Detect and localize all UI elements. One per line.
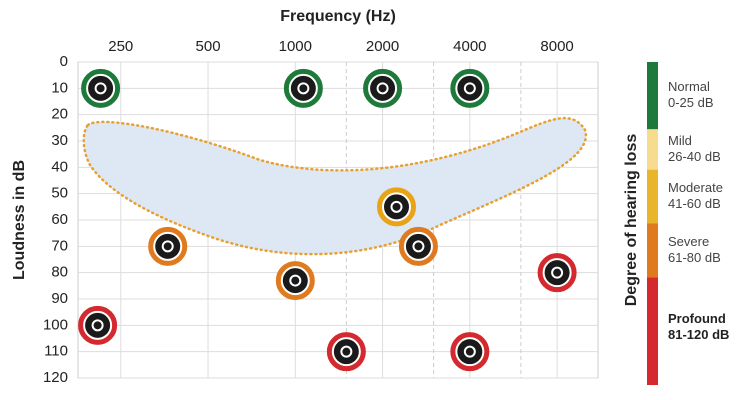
y-tick-label: 110 bbox=[44, 343, 68, 360]
sound-icon bbox=[377, 187, 417, 227]
icon-glyph bbox=[463, 82, 476, 95]
y-tick-label: 60 bbox=[51, 211, 68, 228]
icon-body bbox=[457, 75, 483, 101]
sound-icon bbox=[450, 68, 490, 108]
icon-body bbox=[457, 339, 483, 365]
legend-label: Mild bbox=[668, 133, 692, 148]
legend-swatch bbox=[647, 129, 658, 170]
y-tick-label: 30 bbox=[51, 132, 68, 149]
legend-label: Normal bbox=[668, 79, 710, 94]
icon-body bbox=[155, 233, 181, 259]
y-tick-label: 70 bbox=[51, 237, 68, 254]
legend-range: 81-120 dB bbox=[668, 327, 729, 342]
y-tick-label: 10 bbox=[51, 79, 68, 96]
icon-glyph bbox=[390, 200, 403, 213]
sound-icon bbox=[148, 226, 188, 266]
sound-icon bbox=[450, 332, 490, 372]
y-axis-title: Loudness in dB bbox=[11, 160, 28, 280]
icon-glyph bbox=[340, 345, 353, 358]
icon-glyph bbox=[297, 82, 310, 95]
legend-label: Profound bbox=[668, 311, 726, 326]
sound-icon bbox=[363, 68, 403, 108]
legend-swatch bbox=[647, 223, 658, 278]
sound-icon bbox=[398, 226, 438, 266]
icon-body bbox=[290, 75, 316, 101]
x-tick-label: 500 bbox=[196, 38, 221, 55]
y-tick-label: 80 bbox=[51, 264, 68, 281]
speech-banana bbox=[82, 116, 588, 256]
icon-glyph bbox=[161, 240, 174, 253]
y-tick-label: 50 bbox=[51, 185, 68, 202]
x-tick-label: 1000 bbox=[279, 38, 312, 55]
x-tick-label: 4000 bbox=[453, 38, 486, 55]
x-tick-label: 250 bbox=[108, 38, 133, 55]
legend-swatch bbox=[647, 277, 658, 385]
legend-range: 41-60 dB bbox=[668, 196, 721, 211]
icon-glyph bbox=[94, 82, 107, 95]
sound-icon bbox=[81, 68, 121, 108]
y-tick-label: 0 bbox=[60, 53, 68, 70]
sound-icon bbox=[283, 68, 323, 108]
legend-title: Degree of hearing loss bbox=[623, 134, 640, 307]
y-tick-label: 120 bbox=[43, 369, 68, 386]
icon-body bbox=[405, 233, 431, 259]
icon-glyph bbox=[412, 240, 425, 253]
legend-swatch bbox=[647, 169, 658, 224]
icon-body bbox=[370, 75, 396, 101]
legend-range: 0-25 dB bbox=[668, 95, 714, 110]
sound-icon bbox=[537, 253, 577, 293]
icon-body bbox=[384, 194, 410, 220]
icon-glyph bbox=[91, 319, 104, 332]
icon-glyph bbox=[463, 345, 476, 358]
icon-body bbox=[85, 312, 111, 338]
icon-body bbox=[282, 268, 308, 294]
sound-icon bbox=[275, 261, 315, 301]
x-axis-title: Frequency (Hz) bbox=[280, 8, 396, 25]
legend-range: 61-80 dB bbox=[668, 250, 721, 265]
x-tick-label: 8000 bbox=[540, 38, 573, 55]
legend-label: Severe bbox=[668, 234, 709, 249]
y-tick-label: 40 bbox=[51, 158, 68, 175]
legend-label: Moderate bbox=[668, 180, 723, 195]
y-tick-label: 20 bbox=[51, 106, 68, 123]
legend-swatch bbox=[647, 62, 658, 130]
icon-glyph bbox=[551, 266, 564, 279]
sound-icon bbox=[326, 332, 366, 372]
y-tick-label: 100 bbox=[43, 316, 68, 333]
legend-range: 26-40 dB bbox=[668, 149, 721, 164]
icon-body bbox=[544, 260, 570, 286]
icon-body bbox=[88, 75, 114, 101]
x-tick-label: 2000 bbox=[366, 38, 399, 55]
icon-body bbox=[333, 339, 359, 365]
icon-glyph bbox=[289, 274, 302, 287]
sound-icon bbox=[78, 305, 118, 345]
icon-glyph bbox=[376, 82, 389, 95]
y-tick-label: 90 bbox=[51, 290, 68, 307]
